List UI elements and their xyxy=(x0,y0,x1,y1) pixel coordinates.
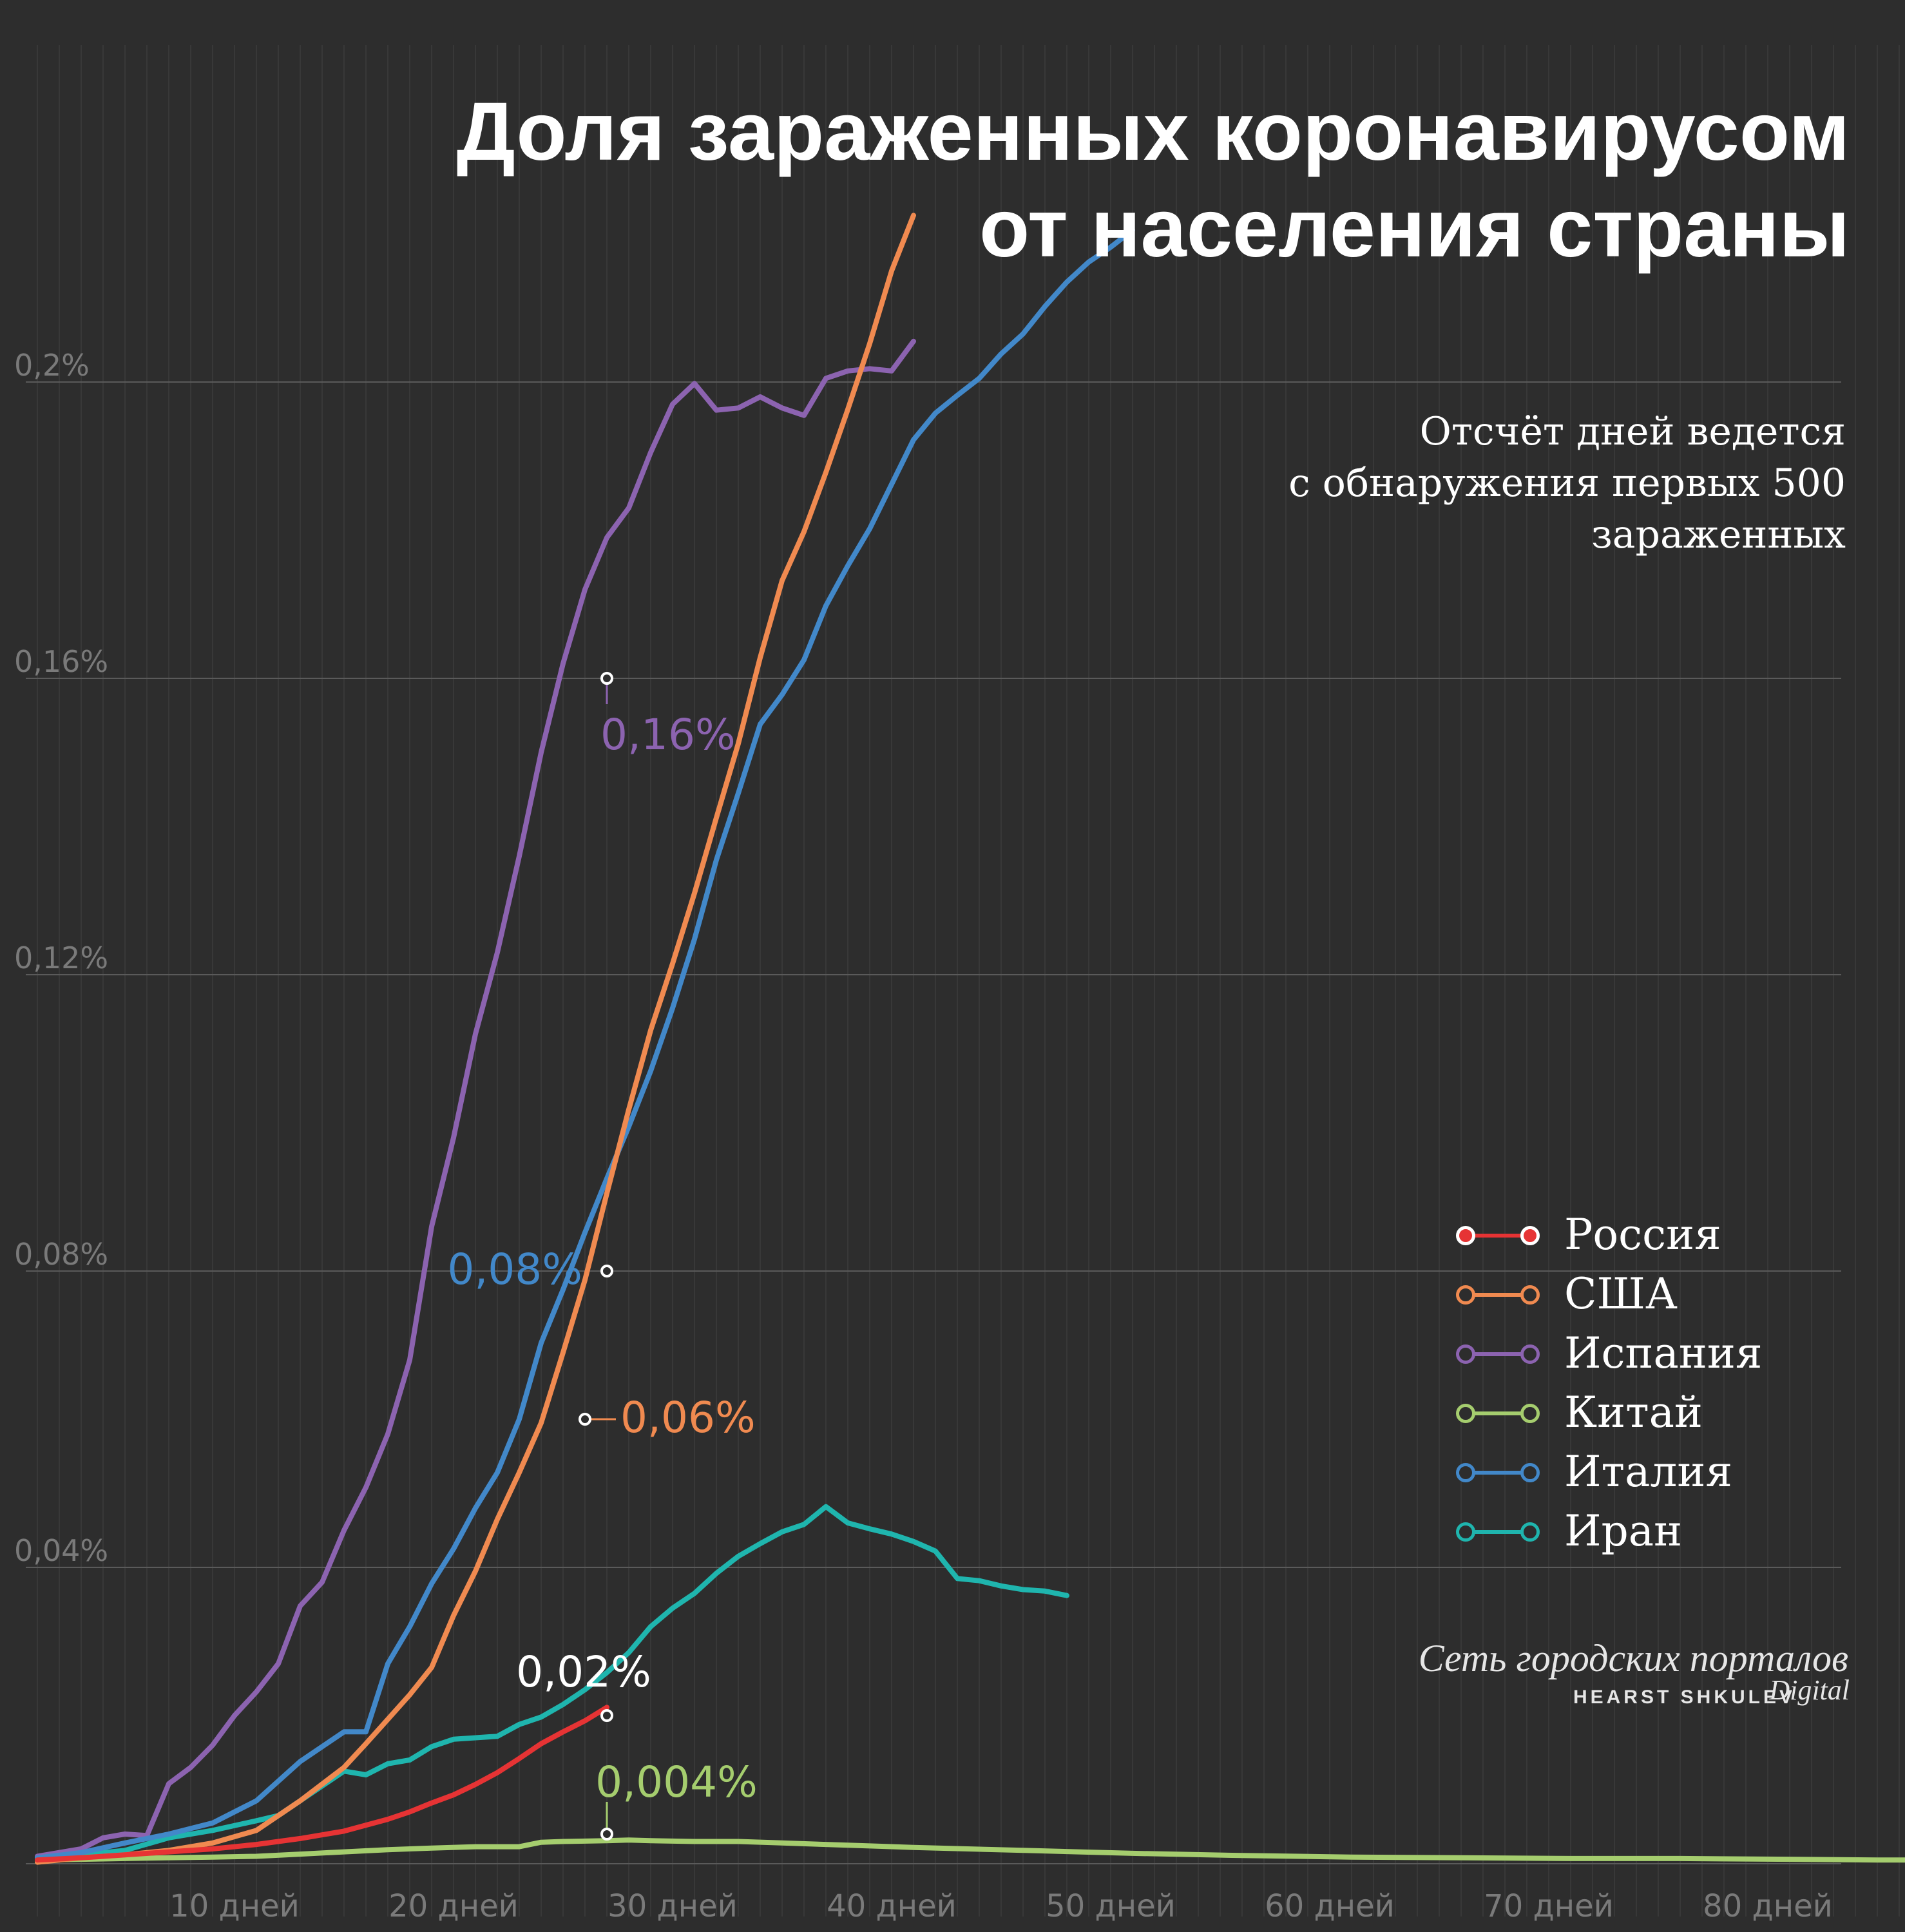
series-line-Испания xyxy=(35,338,916,1859)
legend-marker xyxy=(1456,1226,1475,1245)
legend-line xyxy=(1470,1234,1523,1238)
x-tick-label: 50 дней xyxy=(1046,1888,1176,1924)
legend-marker xyxy=(1520,1522,1540,1542)
legend-label: Италия xyxy=(1564,1447,1732,1497)
x-tick-label: 10 дней xyxy=(169,1888,300,1924)
y-tick-label: 0,08% xyxy=(14,1237,108,1272)
legend-label: Иран xyxy=(1564,1506,1683,1556)
annotation-label: 0,08% xyxy=(447,1245,582,1294)
horizontal-gridlines xyxy=(26,381,1841,1864)
legend-marker xyxy=(1520,1463,1540,1482)
legend-label: Китай xyxy=(1564,1388,1703,1437)
credit-network-name: Сеть городских порталов xyxy=(1418,1637,1848,1679)
y-tick-label: 0,16% xyxy=(14,644,108,679)
x-tick-label: 70 дней xyxy=(1484,1888,1614,1924)
legend-line xyxy=(1470,1293,1523,1297)
series-line-Китай xyxy=(35,1837,1905,1863)
chart-title-line-1: Доля зараженных коронавирусом xyxy=(456,86,1850,178)
annotation-label: 0,06% xyxy=(620,1393,756,1442)
chart-title-line-2: от населения страны xyxy=(979,182,1850,274)
annotation-marker xyxy=(600,1828,613,1841)
legend-marker xyxy=(1520,1344,1540,1364)
annotation-marker xyxy=(600,1265,613,1277)
legend-line xyxy=(1470,1352,1523,1356)
legend-marker xyxy=(1456,1463,1475,1482)
annotation-marker xyxy=(600,1709,613,1722)
vertical-gridlines xyxy=(37,45,1900,1917)
annotation-label: 0,004% xyxy=(595,1757,758,1807)
x-tick-label: 20 дней xyxy=(388,1888,519,1924)
legend-label: США xyxy=(1564,1269,1678,1319)
series-line-США xyxy=(35,213,916,1865)
annotation-label: 0,16% xyxy=(600,710,736,760)
series-lines xyxy=(35,213,1905,1865)
legend-line xyxy=(1470,1530,1523,1534)
y-tick-label: 0,2% xyxy=(14,348,90,383)
chart-subtitle: Отсчёт дней ведется с обнаружения первых… xyxy=(1288,406,1846,560)
legend-label: Испания xyxy=(1564,1328,1763,1378)
legend-line xyxy=(1470,1471,1523,1475)
x-tick-label: 40 дней xyxy=(827,1888,957,1924)
annotation-marker xyxy=(579,1413,591,1426)
legend-marker xyxy=(1520,1285,1540,1305)
legend-label: Россия xyxy=(1564,1210,1721,1259)
subtitle-line-2: с обнаружения первых 500 xyxy=(1288,461,1846,506)
x-tick-label: 60 дней xyxy=(1265,1888,1395,1924)
legend-line xyxy=(1470,1411,1523,1415)
legend-marker xyxy=(1456,1522,1475,1542)
subtitle-line-1: Отсчёт дней ведется xyxy=(1419,409,1846,454)
series-line-Россия xyxy=(35,1705,609,1863)
legend-marker xyxy=(1456,1404,1475,1423)
y-tick-label: 0,04% xyxy=(14,1533,108,1568)
annotation-label: 0,02% xyxy=(516,1647,651,1697)
credit-digital: Digital xyxy=(1769,1674,1850,1706)
series-line-Италия xyxy=(35,227,1135,1860)
y-axis-ticks: 0,04% 0,08% 0,12% 0,16% 0,2% xyxy=(14,348,108,1568)
x-tick-label: 30 дней xyxy=(608,1888,738,1924)
chart-title: Доля зараженных коронавирусом от населен… xyxy=(457,84,1850,277)
legend-marker xyxy=(1456,1285,1475,1305)
x-tick-label: 80 дней xyxy=(1703,1888,1833,1924)
annotation-marker xyxy=(600,672,613,685)
annotations: 0,16% 0,08% 0,06% 0,02% 0,004% xyxy=(447,672,758,1841)
credit-brand: HEARST SHKULEV xyxy=(1573,1687,1795,1708)
legend-marker xyxy=(1520,1404,1540,1423)
y-tick-label: 0,12% xyxy=(14,941,108,975)
legend-marker xyxy=(1456,1344,1475,1364)
legend-marker xyxy=(1520,1226,1540,1245)
subtitle-line-3: зараженных xyxy=(1591,512,1846,557)
x-axis-ticks: 10 дней 20 дней 30 дней 40 дней 50 дней 60 дн… xyxy=(169,1888,1833,1924)
